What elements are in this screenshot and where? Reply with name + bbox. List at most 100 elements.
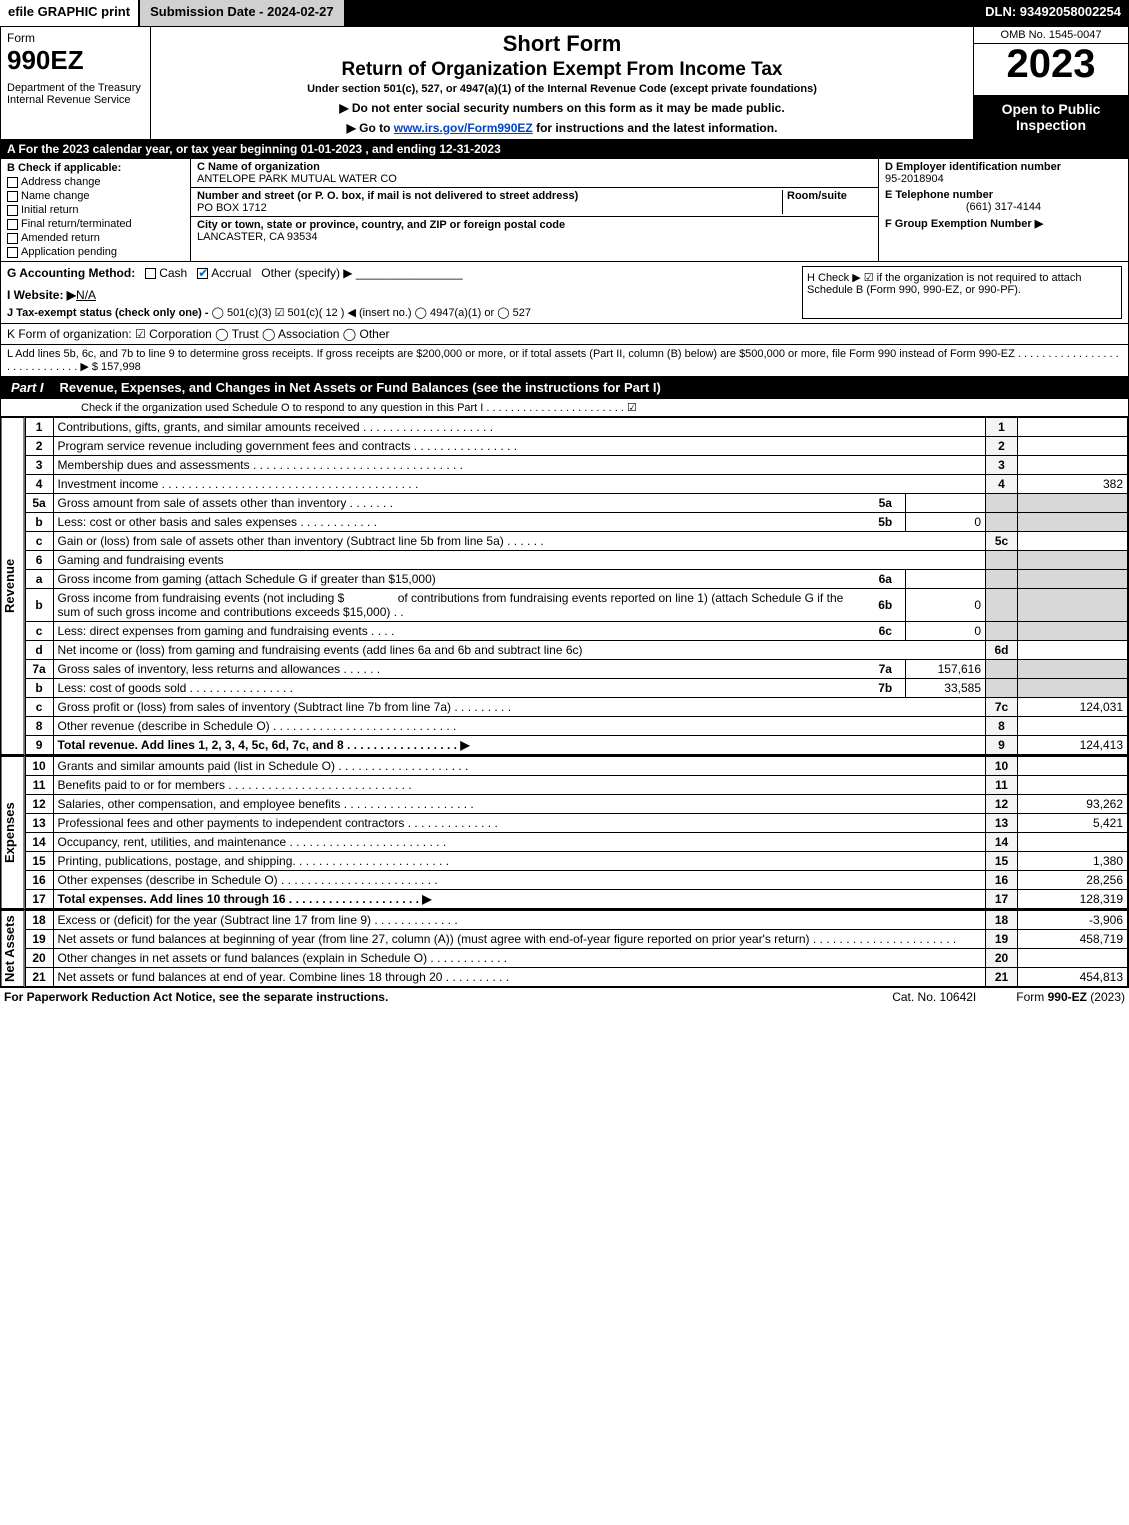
box-c: C Name of organization ANTELOPE PARK MUT… xyxy=(191,159,878,261)
line-17: 17Total expenses. Add lines 10 through 1… xyxy=(25,890,1127,909)
page-footer: For Paperwork Reduction Act Notice, see … xyxy=(0,988,1129,1006)
part1-label: Part I xyxy=(1,377,54,398)
room-label: Room/suite xyxy=(787,190,847,202)
cb-final-return[interactable]: Final return/terminated xyxy=(7,218,184,230)
website-value: N/A xyxy=(76,288,96,302)
line-12: 12Salaries, other compensation, and empl… xyxy=(25,795,1127,814)
line-18: 18Excess or (deficit) for the year (Subt… xyxy=(25,911,1127,930)
org-name-label: C Name of organization xyxy=(197,161,320,173)
line-8: 8Other revenue (describe in Schedule O) … xyxy=(25,717,1127,736)
section-a: A For the 2023 calendar year, or tax yea… xyxy=(0,140,1129,159)
line-h-box: H Check ▶ ☑ if the organization is not r… xyxy=(802,266,1122,319)
ein-label: D Employer identification number xyxy=(885,161,1122,173)
line-3: 3Membership dues and assessments . . . .… xyxy=(25,456,1127,475)
cb-cash[interactable] xyxy=(145,268,156,279)
line-15: 15Printing, publications, postage, and s… xyxy=(25,852,1127,871)
header-left: Form 990EZ Department of the Treasury In… xyxy=(1,27,151,139)
part1-title: Revenue, Expenses, and Changes in Net As… xyxy=(54,377,667,398)
cb-amended-return[interactable]: Amended return xyxy=(7,232,184,244)
cash-label: Cash xyxy=(159,266,187,280)
org-name: ANTELOPE PARK MUTUAL WATER CO xyxy=(197,173,397,185)
note-goto: ▶ Go to www.irs.gov/Form990EZ for instru… xyxy=(159,121,965,135)
line-2: 2Program service revenue including gover… xyxy=(25,437,1127,456)
street-value: PO BOX 1712 xyxy=(197,202,267,214)
submission-date: Submission Date - 2024-02-27 xyxy=(140,0,344,26)
irs-link[interactable]: www.irs.gov/Form990EZ xyxy=(394,121,533,135)
revenue-block: Revenue 1Contributions, gifts, grants, a… xyxy=(0,417,1129,756)
line-6c: cLess: direct expenses from gaming and f… xyxy=(25,622,1127,641)
line-19: 19Net assets or fund balances at beginni… xyxy=(25,930,1127,949)
line-6: 6Gaming and fundraising events xyxy=(25,551,1127,570)
header-right: OMB No. 1545-0047 2023 Open to Public In… xyxy=(973,27,1128,139)
cb-initial-return[interactable]: Initial return xyxy=(7,204,184,216)
expenses-table: 10Grants and similar amounts paid (list … xyxy=(25,756,1128,909)
line-i-label: I Website: ▶ xyxy=(7,288,76,302)
tax-year: 2023 xyxy=(974,44,1128,84)
ghi-block: G Accounting Method: Cash Accrual Other … xyxy=(0,262,1129,324)
cb-application-pending[interactable]: Application pending xyxy=(7,246,184,258)
line-5a: 5aGross amount from sale of assets other… xyxy=(25,494,1127,513)
open-to-public: Open to Public Inspection xyxy=(974,95,1128,139)
line-7b: bLess: cost of goods sold . . . . . . . … xyxy=(25,679,1127,698)
entity-block: B Check if applicable: Address change Na… xyxy=(0,159,1129,262)
line-k: K Form of organization: ☑ Corporation ◯ … xyxy=(0,324,1129,345)
cb-name-change[interactable]: Name change xyxy=(7,190,184,202)
street-box: Number and street (or P. O. box, if mail… xyxy=(191,188,878,217)
cb-accrual[interactable] xyxy=(197,268,208,279)
line-5c: cGain or (loss) from sale of assets othe… xyxy=(25,532,1127,551)
line-9: 9Total revenue. Add lines 1, 2, 3, 4, 5c… xyxy=(25,736,1127,755)
line-1: 1Contributions, gifts, grants, and simil… xyxy=(25,418,1127,437)
ghi-left: G Accounting Method: Cash Accrual Other … xyxy=(7,266,802,319)
net-assets-table: 18Excess or (deficit) for the year (Subt… xyxy=(25,910,1128,987)
accrual-label: Accrual xyxy=(211,266,251,280)
expenses-side-label: Expenses xyxy=(1,756,25,909)
box-b-header: B Check if applicable: xyxy=(7,162,184,174)
ein-value: 95-2018904 xyxy=(885,173,1122,185)
part1-check: Check if the organization used Schedule … xyxy=(0,399,1129,417)
line-g: G Accounting Method: Cash Accrual Other … xyxy=(7,266,802,280)
cb-address-change[interactable]: Address change xyxy=(7,176,184,188)
line-16: 16Other expenses (describe in Schedule O… xyxy=(25,871,1127,890)
line-6b: bGross income from fundraising events (n… xyxy=(25,589,1127,622)
tel-value: (661) 317-4144 xyxy=(885,201,1122,213)
line-j-label: J Tax-exempt status (check only one) - xyxy=(7,307,212,319)
box-d: D Employer identification number 95-2018… xyxy=(878,159,1128,261)
footer-left: For Paperwork Reduction Act Notice, see … xyxy=(4,990,388,1004)
box-b: B Check if applicable: Address change Na… xyxy=(1,159,191,261)
department-label: Department of the Treasury Internal Reve… xyxy=(7,82,144,106)
city-value: LANCASTER, CA 93534 xyxy=(197,231,317,243)
subtitle: Under section 501(c), 527, or 4947(a)(1)… xyxy=(159,83,965,95)
net-assets-side-label: Net Assets xyxy=(1,910,25,987)
line-14: 14Occupancy, rent, utilities, and mainte… xyxy=(25,833,1127,852)
dln-label: DLN: 93492058002254 xyxy=(977,0,1129,26)
net-assets-block: Net Assets 18Excess or (deficit) for the… xyxy=(0,910,1129,988)
line-j: J Tax-exempt status (check only one) - ◯… xyxy=(7,306,802,319)
line-g-label: G Accounting Method: xyxy=(7,266,135,280)
line-10: 10Grants and similar amounts paid (list … xyxy=(25,757,1127,776)
efile-label: efile GRAPHIC print xyxy=(0,0,138,26)
line-7c: cGross profit or (loss) from sales of in… xyxy=(25,698,1127,717)
footer-right: Form 990-EZ (2023) xyxy=(1016,990,1125,1004)
form-word: Form xyxy=(7,31,144,45)
line-20: 20Other changes in net assets or fund ba… xyxy=(25,949,1127,968)
top-bar: efile GRAPHIC print Submission Date - 20… xyxy=(0,0,1129,26)
line-13: 13Professional fees and other payments t… xyxy=(25,814,1127,833)
line-5b: bLess: cost or other basis and sales exp… xyxy=(25,513,1127,532)
title-short-form: Short Form xyxy=(159,31,965,57)
group-exemption-label: F Group Exemption Number ▶ xyxy=(885,217,1122,230)
goto-suffix: for instructions and the latest informat… xyxy=(533,121,778,135)
goto-prefix: ▶ Go to xyxy=(347,121,394,135)
line-7a: 7aGross sales of inventory, less returns… xyxy=(25,660,1127,679)
line-i: I Website: ▶N/A xyxy=(7,288,802,302)
expenses-block: Expenses 10Grants and similar amounts pa… xyxy=(0,756,1129,910)
line-4: 4Investment income . . . . . . . . . . .… xyxy=(25,475,1127,494)
revenue-table: 1Contributions, gifts, grants, and simil… xyxy=(25,417,1128,755)
street-label: Number and street (or P. O. box, if mail… xyxy=(197,190,578,202)
city-label: City or town, state or province, country… xyxy=(197,219,565,231)
line-j-options: ◯ 501(c)(3) ☑ 501(c)( 12 ) ◀ (insert no.… xyxy=(212,307,531,319)
revenue-side-label: Revenue xyxy=(1,417,25,755)
line-6a: aGross income from gaming (attach Schedu… xyxy=(25,570,1127,589)
other-label: Other (specify) ▶ xyxy=(261,266,352,280)
form-header: Form 990EZ Department of the Treasury In… xyxy=(0,26,1129,140)
tel-label: E Telephone number xyxy=(885,189,1122,201)
